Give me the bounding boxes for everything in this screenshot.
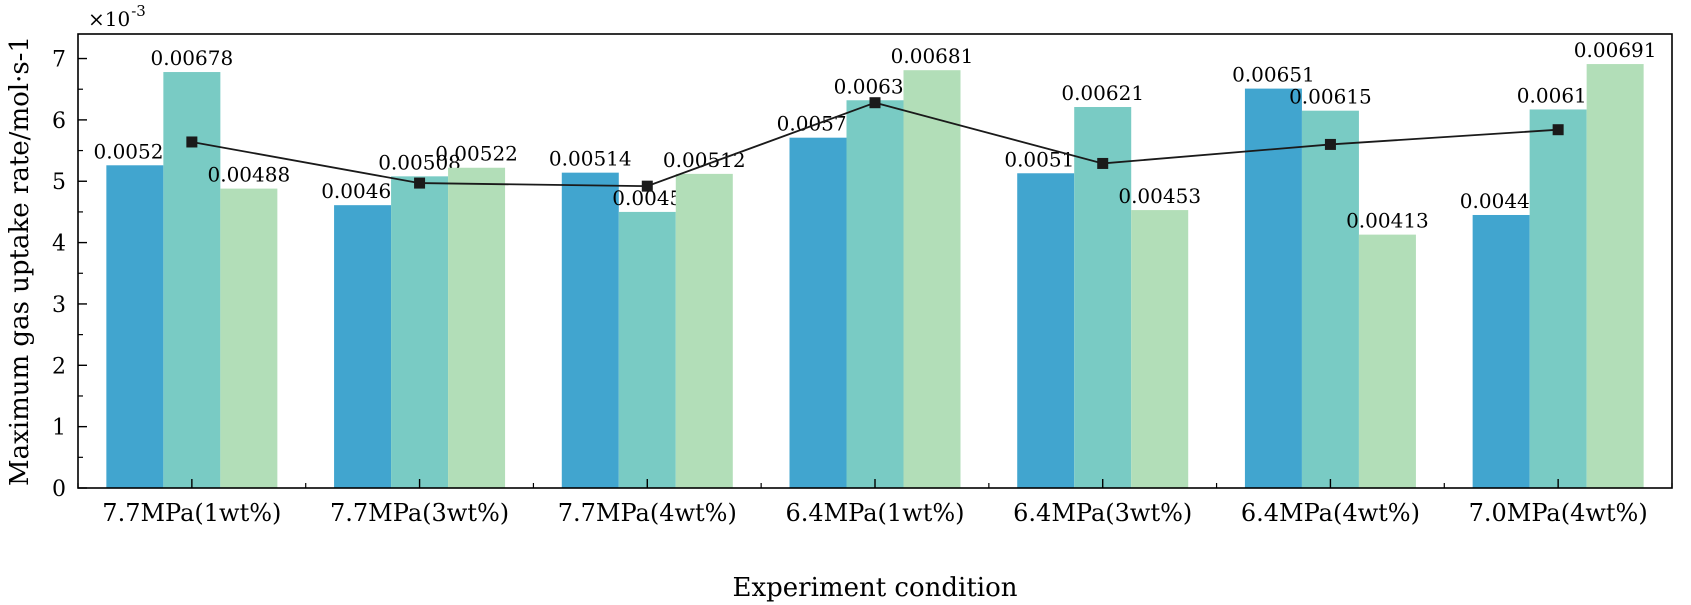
average-marker bbox=[641, 180, 653, 192]
bar-value-label: 0.00514 bbox=[549, 147, 632, 171]
bar-value-label: 0.00617 bbox=[1517, 83, 1600, 107]
bar bbox=[1472, 214, 1530, 488]
bar-value-label: 0.00512 bbox=[663, 148, 746, 172]
bar bbox=[1017, 173, 1075, 488]
y-tick-label: 0 bbox=[52, 477, 66, 502]
bar-value-label: 0.00413 bbox=[1346, 209, 1429, 233]
bar-value-label: 0.00522 bbox=[435, 142, 518, 166]
bar bbox=[675, 173, 733, 488]
bar bbox=[106, 165, 164, 489]
y-tick-label: 1 bbox=[52, 416, 66, 441]
bar-value-label: 0.00691 bbox=[1574, 38, 1657, 62]
bar bbox=[163, 72, 221, 488]
average-marker bbox=[1324, 138, 1336, 150]
bar bbox=[903, 70, 961, 488]
bar-value-label: 0.00513 bbox=[1004, 147, 1087, 171]
bar-value-label: 0.00678 bbox=[150, 46, 233, 70]
average-marker bbox=[869, 97, 881, 109]
bar bbox=[1529, 109, 1587, 489]
bar-value-label: 0.00681 bbox=[891, 44, 974, 68]
y-axis-exponent: -3 bbox=[131, 2, 146, 20]
y-axis-title: Maximum gas uptake rate/mol·s-1 bbox=[5, 36, 35, 486]
bar-value-label: 0.00632 bbox=[834, 74, 917, 98]
y-tick-label: 4 bbox=[52, 232, 66, 257]
bar bbox=[334, 205, 392, 488]
bar bbox=[1244, 88, 1302, 489]
bar bbox=[391, 176, 449, 488]
bar bbox=[1131, 210, 1189, 489]
x-tick-label: 7.7MPa(1wt%) bbox=[102, 499, 281, 527]
x-tick-label: 6.4MPa(1wt%) bbox=[785, 499, 964, 527]
bar bbox=[846, 100, 904, 488]
bar bbox=[220, 188, 278, 488]
bar bbox=[1074, 107, 1132, 488]
x-axis-title: Experiment condition bbox=[733, 573, 1018, 603]
bar bbox=[448, 167, 506, 488]
bar-value-label: 0.00453 bbox=[1118, 184, 1201, 208]
bar-value-label: 0.00488 bbox=[207, 163, 290, 187]
x-tick-label: 6.4MPa(3wt%) bbox=[1013, 499, 1192, 527]
bar-value-label: 0.00526 bbox=[93, 139, 176, 163]
bar bbox=[789, 137, 847, 488]
y-tick-label: 6 bbox=[52, 109, 66, 134]
y-axis-multiplier: ×10 bbox=[88, 7, 130, 31]
x-tick-label: 7.7MPa(3wt%) bbox=[330, 499, 509, 527]
bar-value-label: 0.00461 bbox=[321, 179, 404, 203]
bar bbox=[1586, 64, 1644, 488]
bar-value-label: 0.00445 bbox=[1460, 189, 1543, 213]
y-tick-label: 3 bbox=[52, 293, 66, 318]
x-tick-label: 7.7MPa(4wt%) bbox=[558, 499, 737, 527]
bar bbox=[1358, 234, 1416, 488]
average-marker bbox=[186, 136, 198, 148]
x-tick-label: 6.4MPa(4wt%) bbox=[1241, 499, 1420, 527]
bar bbox=[1301, 110, 1359, 489]
y-tick-label: 2 bbox=[52, 354, 66, 379]
bar-value-label: 0.00615 bbox=[1289, 85, 1372, 109]
average-marker bbox=[1552, 124, 1564, 136]
y-tick-label: 7 bbox=[52, 48, 66, 73]
bar bbox=[618, 211, 676, 488]
average-marker bbox=[414, 177, 426, 189]
bar-value-label: 0.00621 bbox=[1061, 81, 1144, 105]
bar-value-label: 0.00651 bbox=[1232, 63, 1315, 87]
plot-area-frame bbox=[77, 33, 1673, 489]
bar-value-label: 0.00508 bbox=[378, 150, 461, 174]
average-marker bbox=[1097, 157, 1109, 169]
x-tick-label: 7.0MPa(4wt%) bbox=[1469, 499, 1648, 527]
bar bbox=[561, 172, 619, 488]
y-tick-label: 5 bbox=[52, 170, 66, 195]
